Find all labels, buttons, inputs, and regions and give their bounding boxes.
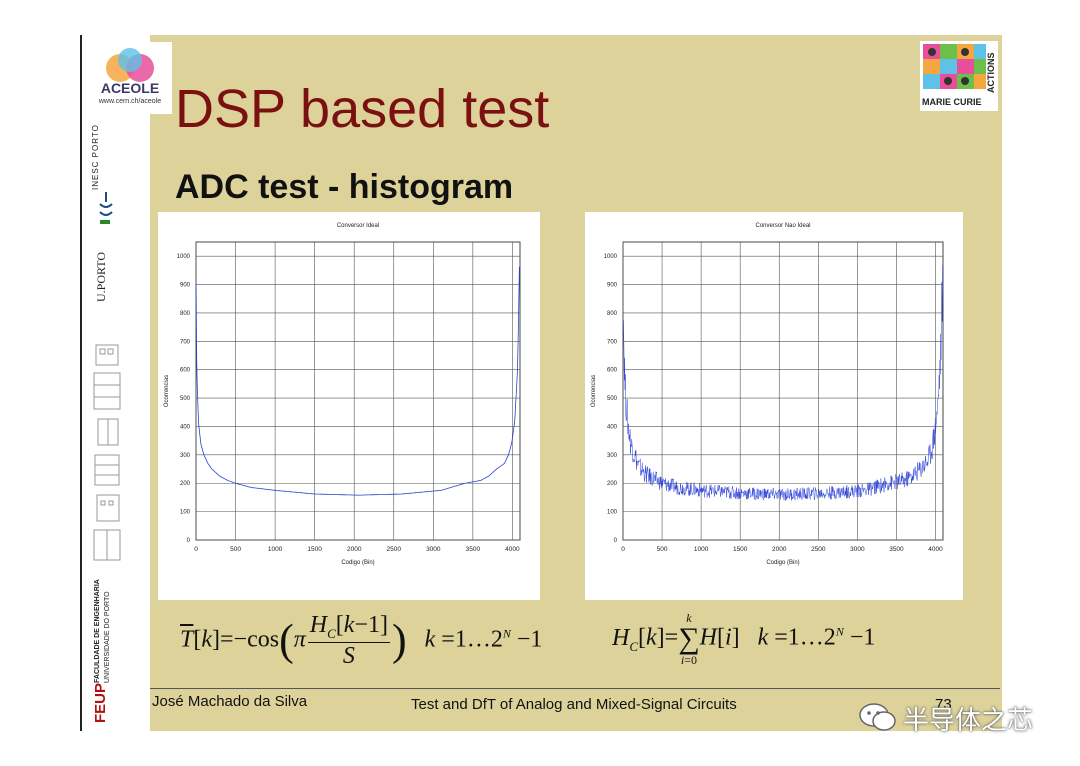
aceole-circles-icon (106, 48, 154, 82)
x-tick-label: 3000 (850, 546, 865, 553)
y-tick-label: 700 (180, 339, 191, 345)
y-tick-label: 400 (180, 424, 191, 430)
page-number: 73 (935, 696, 952, 713)
universidade-label: UNIVERSIDADE DO PORTO (104, 591, 111, 683)
y-tick-label: 900 (607, 283, 618, 289)
formula-h: HC[k]= k ∑ i=0 H[i] k =1…2N −1 (612, 611, 876, 667)
marie-curie-logo: MARIE CURIE ACTIONS (920, 41, 998, 111)
x-tick-label: 3500 (466, 546, 481, 553)
y-tick-label: 600 (180, 368, 191, 374)
x-tick-label: 500 (657, 546, 668, 553)
x-tick-label: 2500 (387, 546, 402, 553)
aceole-name: ACEOLE (100, 80, 160, 96)
y-tick-label: 800 (607, 311, 618, 317)
chart-ideal: 0 100 200 300 400 500 600 700 800 900 1000 0 500 1000… (158, 212, 540, 600)
chart-non-ideal: 0 100 200 300 400 500 600 700 800 900 1000 0 500 1000… (585, 212, 963, 600)
faculdade-label: FACULDADE DE ENGENHARIA (94, 579, 101, 683)
y-tick-label: 1000 (604, 254, 618, 260)
aceole-logo: ACEOLE www.cern.ch/aceole (88, 42, 172, 114)
x-tick-label: 4000 (505, 546, 520, 553)
y-tick-label: 300 (180, 453, 191, 459)
plot-area (622, 241, 944, 541)
aceole-url: www.cern.ch/aceole (98, 98, 162, 105)
x-tick-label: 1500 (733, 546, 748, 553)
y-tick-label: 800 (180, 311, 191, 317)
x-tick-label: 0 (194, 546, 198, 553)
x-tick-label: 0 (621, 546, 625, 553)
footer-author: José Machado da Silva (152, 693, 308, 710)
y-tick-label: 1000 (177, 254, 191, 260)
x-tick-label: 4000 (928, 546, 943, 553)
series-line (622, 265, 943, 501)
chart-title: Conversor Nao Ideal (755, 223, 810, 229)
y-tick-label: 100 (180, 510, 191, 516)
watermark-text: 半导体之芯 (903, 705, 1034, 735)
y-tick-label: 300 (607, 453, 618, 459)
footer-divider (150, 688, 1000, 689)
x-tick-label: 1000 (694, 546, 709, 553)
y-tick-label: 700 (607, 339, 618, 345)
chart-title: Conversor Ideal (337, 223, 379, 229)
marie-curie-portrait-icon (923, 44, 986, 89)
formula-t: T[k]=−cos(π HC[k−1] S) k =1…2N −1 (180, 612, 543, 669)
y-tick-label: 100 (607, 510, 618, 516)
y-axis-label: Ocorrencias (591, 375, 597, 407)
y-tick-label: 400 (607, 424, 618, 430)
x-tick-label: 3500 (889, 546, 904, 553)
x-tick-label: 2000 (347, 546, 362, 553)
y-tick-label: 200 (180, 481, 191, 487)
inesc-logo-icon (99, 192, 113, 224)
y-tick-label: 600 (607, 368, 618, 374)
x-tick-label: 2500 (811, 546, 826, 553)
x-tick-label: 2000 (772, 546, 787, 553)
y-tick-label: 200 (607, 481, 618, 487)
x-tick-label: 3000 (426, 546, 441, 553)
sidebar (80, 35, 150, 731)
y-tick-label: 0 (614, 538, 618, 544)
wechat-icon (859, 703, 896, 731)
building-sketch-icon (93, 344, 121, 561)
marie-curie-label: MARIE CURIE (922, 97, 982, 107)
inesc-label: INESC PORTO (91, 124, 100, 190)
slide-subtitle: ADC test - histogram (175, 168, 514, 206)
footer-course: Test and DfT of Analog and Mixed-Signal … (411, 696, 737, 713)
x-axis-label: Codigo (Bin) (766, 560, 799, 566)
slide-title: DSP based test (175, 79, 550, 139)
uporto-label: U.PORTO (94, 251, 108, 302)
x-tick-label: 500 (230, 546, 241, 553)
y-axis-label: Ocorrencias (164, 375, 170, 407)
x-axis-label: Codigo (Bin) (341, 560, 374, 566)
y-tick-label: 500 (180, 396, 191, 402)
y-tick-label: 0 (187, 538, 191, 544)
plot-area (195, 241, 521, 541)
y-tick-label: 500 (607, 396, 618, 402)
feup-label: FEUP (92, 682, 109, 723)
y-tick-label: 900 (180, 283, 191, 289)
x-tick-label: 1500 (307, 546, 322, 553)
series-line (195, 266, 520, 496)
actions-label: ACTIONS (986, 52, 996, 94)
x-tick-label: 1000 (268, 546, 283, 553)
